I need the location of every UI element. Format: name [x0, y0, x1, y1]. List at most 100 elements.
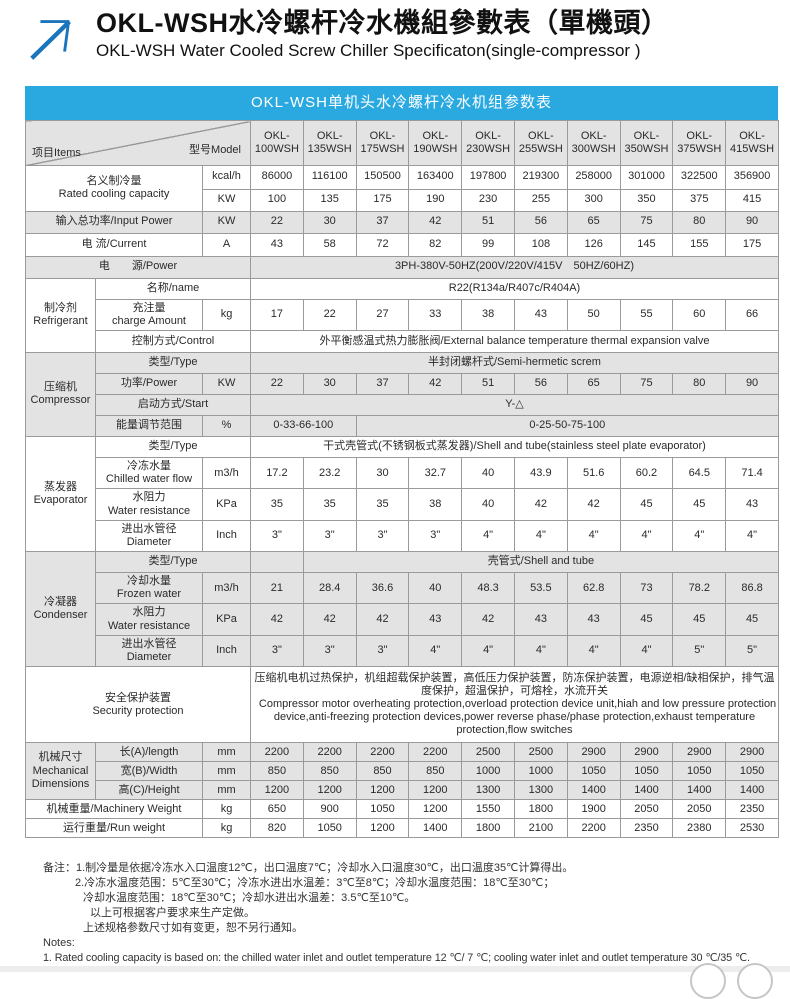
value-cell: 850: [250, 761, 304, 782]
model-header: OKL- 100WSH: [250, 120, 304, 166]
value-cell: 2900: [566, 742, 621, 763]
value-cell: 42: [408, 372, 463, 395]
value-cell: 21: [250, 572, 304, 605]
note-line: 上述规格参数尺寸如有变更，恕不另行通知。: [83, 922, 303, 934]
value-cell: 42: [250, 603, 304, 636]
page-subtitle: OKL-WSH Water Cooled Screw Chiller Speci…: [96, 41, 641, 61]
table-row: 进出水管径 Diameter Inch 3" 3" 3" 4" 4" 4" 4" 4" 5" 5": [26, 634, 779, 668]
value-cell: 35: [302, 488, 357, 521]
value-cell: 40: [461, 488, 515, 521]
value-cell: 32.7: [408, 456, 463, 490]
note-line: Notes:: [43, 937, 75, 949]
value-cell: 350: [619, 188, 674, 212]
value-cell: 3": [355, 634, 410, 668]
value-cell: 38: [461, 298, 515, 331]
value-cell: 301000: [619, 164, 674, 190]
unit-cell: kg: [202, 298, 251, 331]
table-row: 能量调节范围% 0-33-66-100 0-25-50-75-100: [26, 414, 779, 437]
value-cell: 4": [408, 634, 463, 668]
value-cell: 60: [672, 298, 727, 331]
value-cell: 35: [355, 488, 410, 521]
unit-cell: mm: [202, 780, 251, 801]
value-cell: Y-△: [250, 393, 779, 416]
value-cell: 190: [408, 188, 463, 212]
table-row: 充注量 charge Amount kg 17 22 27 33 38 43 50 55 60 66: [26, 298, 779, 331]
value-cell: 38: [408, 488, 463, 521]
value-cell: 37: [355, 372, 410, 395]
value-cell: 3": [302, 519, 357, 553]
row-label: 能量调节范围: [95, 414, 203, 437]
section-label: 制冷剂 Refrigerant: [25, 277, 96, 353]
value-cell: 2530: [725, 818, 779, 839]
unit-cell: KW: [202, 188, 251, 212]
model-header: OKL- 350WSH: [619, 120, 674, 166]
table-row: 电 源/Power 3PH-380V-50HZ(200V/220V/415V 50…: [25, 255, 779, 279]
value-cell: 4": [566, 634, 621, 668]
table-row: 宽(B)/Width mm 850 850 850 850 1000 1000 1050 1050…: [26, 761, 779, 782]
value-cell: 1050: [725, 761, 779, 782]
value-cell: 1050: [672, 761, 727, 782]
row-label: 功率/Power: [95, 372, 203, 395]
value-cell: 4": [619, 634, 674, 668]
value-cell: 30: [302, 210, 357, 234]
value-cell: 3": [302, 634, 357, 668]
table-row: 启动方式/Start Y-△: [26, 393, 779, 416]
value-cell: 219300: [513, 164, 568, 190]
value-cell: 2200: [302, 742, 357, 763]
row-label: 输入总功率/Input Power: [25, 210, 203, 234]
unit-cell: m3/h: [202, 572, 251, 605]
value-cell: 22: [302, 298, 357, 331]
value-cell: 45: [672, 603, 727, 636]
value-cell: 0-33-66-100: [250, 414, 357, 437]
value-cell: 4": [619, 519, 674, 553]
value-cell: 90: [725, 210, 779, 234]
row-label: 安全保护装置 Security protection: [25, 666, 251, 744]
unit-cell: KW: [202, 210, 251, 234]
corner-cell: 项目Items 型号Model: [25, 120, 251, 166]
value-cell: 75: [619, 210, 674, 234]
unit-cell: A: [202, 232, 251, 257]
value-cell: 2350: [619, 818, 674, 839]
model-header: OKL- 300WSH: [566, 120, 621, 166]
value-cell: 56: [513, 210, 568, 234]
value-cell: 45: [619, 488, 674, 521]
row-label: 高(C)/Height: [95, 780, 203, 801]
value-cell: 51: [461, 210, 515, 234]
value-cell: 2050: [619, 799, 674, 820]
value-cell: 90: [725, 372, 779, 395]
row-label: 水阻力 Water resistance: [95, 488, 203, 521]
arrow-logo-icon: [30, 20, 71, 60]
value-cell: 27: [355, 298, 410, 331]
value-cell: 56: [513, 372, 568, 395]
value-cell: 65: [566, 372, 621, 395]
spec-table-body: 名义制冷量 Rated cooling capacity kcal/h 86000 1…: [25, 164, 779, 839]
value-cell: 1000: [513, 761, 568, 782]
unit-cell: Inch: [202, 519, 251, 553]
row-label: 进出水管径 Diameter: [95, 519, 203, 553]
value-cell: 2350: [725, 799, 779, 820]
value-cell: 2100: [513, 818, 568, 839]
value-cell: 40: [461, 456, 515, 490]
row-label: 长(A)/length: [95, 742, 203, 763]
unit-cell: mm: [202, 742, 251, 763]
value-cell: 37: [355, 210, 410, 234]
row-label: 充注量 charge Amount: [95, 298, 203, 331]
row-label: 宽(B)/Width: [95, 761, 203, 782]
value-cell: 30: [355, 456, 410, 490]
value-cell: 40: [408, 572, 463, 605]
stamp-circle: [690, 963, 726, 999]
value-cell: 45: [619, 603, 674, 636]
value-cell: 2200: [408, 742, 463, 763]
value-cell: 36.6: [355, 572, 410, 605]
row-label: 名义制冷量 Rated cooling capacity: [25, 164, 203, 212]
value-cell: 43: [566, 603, 621, 636]
corner-items-label: 项目Items: [32, 147, 81, 160]
row-label: 启动方式/Start: [95, 393, 251, 416]
row-label: 名称/name: [95, 277, 251, 300]
value-cell: 62.8: [566, 572, 621, 605]
value-cell: 1800: [513, 799, 568, 820]
stamp-circle: [737, 963, 773, 999]
value-cell: 5": [725, 634, 779, 668]
value-cell: 255: [513, 188, 568, 212]
section-label: 冷凝器 Condenser: [25, 551, 96, 668]
